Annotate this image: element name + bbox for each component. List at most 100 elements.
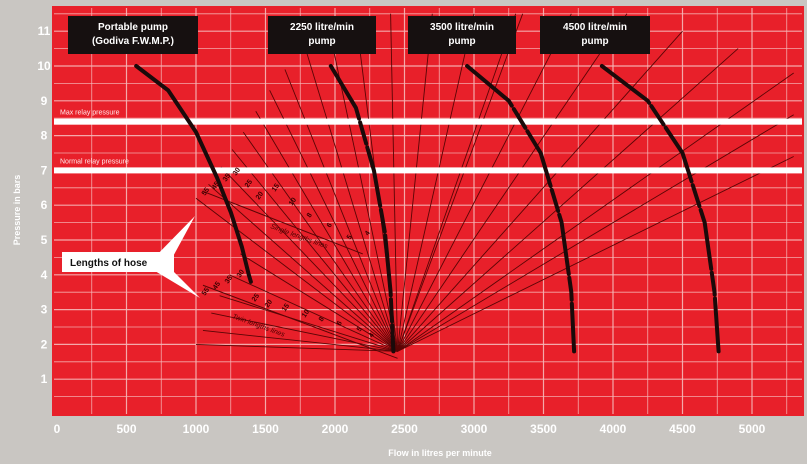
hose-length-number: 35 [222, 173, 232, 183]
hose-line [208, 183, 398, 352]
hose-length-number: 6 [326, 222, 334, 229]
relay-line [54, 118, 802, 125]
x-tick-label: 1500 [252, 422, 279, 436]
pump-label-box [408, 16, 516, 54]
hose-line [397, 13, 433, 352]
hose-line [303, 44, 398, 352]
pump-label: 4500 litre/min pump [540, 16, 650, 54]
pump-label-text: (Godiva F.W.M.P.) [92, 36, 174, 47]
x-tick-label: 4000 [600, 422, 627, 436]
hose-line [229, 274, 398, 352]
single-lengths-bracket [202, 190, 363, 255]
y-tick-label: 4 [41, 268, 48, 282]
hose-line [195, 197, 398, 352]
twin-lengths-bracket [202, 284, 398, 359]
x-tick-label: 3000 [461, 422, 488, 436]
pump-label-text: pump [581, 36, 608, 47]
y-tick-label: 11 [38, 24, 51, 38]
pump-curve [134, 64, 253, 284]
hose-length-number: 20 [264, 299, 274, 309]
hose-line [211, 312, 398, 352]
x-tick-label: 2000 [322, 422, 349, 436]
hose-line [231, 149, 398, 352]
y-tick-label: 7 [41, 163, 48, 177]
y-axis-ticks: 1 2 3 4 5 6 7 8 9 10 11 [37, 24, 51, 386]
x-tick-label: 500 [116, 422, 136, 436]
callout-pointer-lower [150, 268, 200, 298]
hose-length-number: 5 [346, 234, 354, 241]
hose-length-number: 5 [356, 326, 364, 333]
hose-line [397, 13, 475, 352]
chart-plot-background [52, 6, 804, 416]
x-tick-label: 0 [54, 422, 61, 436]
pump-label: Portable pump (Godiva F.W.M.P.) [68, 16, 198, 54]
y-tick-label: 1 [41, 372, 48, 386]
pump-label-box [268, 16, 376, 54]
chart-grid [54, 8, 802, 414]
hose-length-number: 45 [212, 281, 222, 291]
x-axis-ticks: 0 500 1000 1500 2000 2500 3000 3500 4000 4500 5000 [54, 422, 766, 436]
hose-line [397, 114, 794, 352]
hose-length-number: 10 [288, 197, 298, 207]
hose-line [269, 90, 398, 352]
pump-curves [134, 64, 721, 354]
y-tick-label: 9 [41, 94, 48, 108]
hose-line [220, 166, 398, 352]
relay-pressure-lines: Max relay pressure Normal relay pressure [54, 110, 802, 174]
hose-length-number: 4 [368, 332, 376, 339]
hose-line [397, 30, 683, 352]
hose-length-number: 15 [281, 303, 291, 313]
callout-pointer [150, 216, 195, 262]
pump-label-box [540, 16, 650, 54]
hose-line [240, 253, 398, 352]
hose-length-number: 30 [232, 167, 242, 177]
hose-line [195, 343, 398, 352]
x-tick-label: 2500 [391, 422, 418, 436]
hose-line [397, 13, 524, 352]
hose-line [219, 295, 398, 352]
hose-line [397, 13, 628, 352]
hose-line [397, 156, 794, 352]
hose-line [255, 111, 398, 352]
hose-length-number: 55 [201, 287, 211, 297]
x-tick-label: 3500 [530, 422, 557, 436]
y-tick-label: 2 [41, 337, 48, 351]
relay-line-label: Normal relay pressure [60, 158, 129, 165]
pump-curve [328, 64, 396, 354]
relay-line-label: Max relay pressure [60, 110, 120, 117]
hose-line [397, 13, 517, 352]
pump-label-text: 3500 litre/min [430, 22, 494, 33]
hose-length-number: 6 [336, 320, 344, 327]
callout-text: Lengths of hose [70, 258, 148, 269]
y-tick-label: 5 [41, 233, 48, 247]
hose-length-number: 10 [301, 309, 311, 319]
pump-label-text: 2250 litre/min [290, 22, 354, 33]
hose-length-number: 8 [318, 316, 326, 323]
x-tick-label: 1000 [183, 422, 210, 436]
pump-label: 3500 litre/min pump [408, 16, 516, 54]
y-tick-label: 3 [41, 303, 48, 317]
x-axis-title: Flow in litres per minute [388, 448, 492, 458]
hose-length-number: 15 [271, 183, 281, 193]
hose-line [202, 330, 398, 352]
callout-box [62, 252, 174, 272]
pump-label-text: Portable pump [98, 22, 168, 33]
hose-length-number: 20 [255, 191, 265, 201]
hose-line [397, 13, 572, 352]
pump-curve [465, 64, 577, 354]
hose-length-number: 25 [251, 293, 261, 303]
hose-length-number: 8 [306, 212, 314, 219]
pump-labels: Portable pump (Godiva F.W.M.P.) 2250 litre… [68, 16, 650, 54]
pump-label-text: pump [448, 36, 475, 47]
hose-length-number: 25 [244, 179, 254, 189]
y-tick-label: 8 [41, 129, 48, 143]
relay-line [54, 167, 802, 174]
hose-length-number: 4 [364, 230, 372, 237]
pump-label-text: pump [308, 36, 335, 47]
lengths-of-hose-callout: Lengths of hose [62, 216, 200, 298]
hose-length-number: 45 [211, 181, 221, 191]
hose-length-number: 30 [236, 269, 246, 279]
hose-line [390, 13, 398, 352]
pump-label-box [68, 16, 198, 54]
